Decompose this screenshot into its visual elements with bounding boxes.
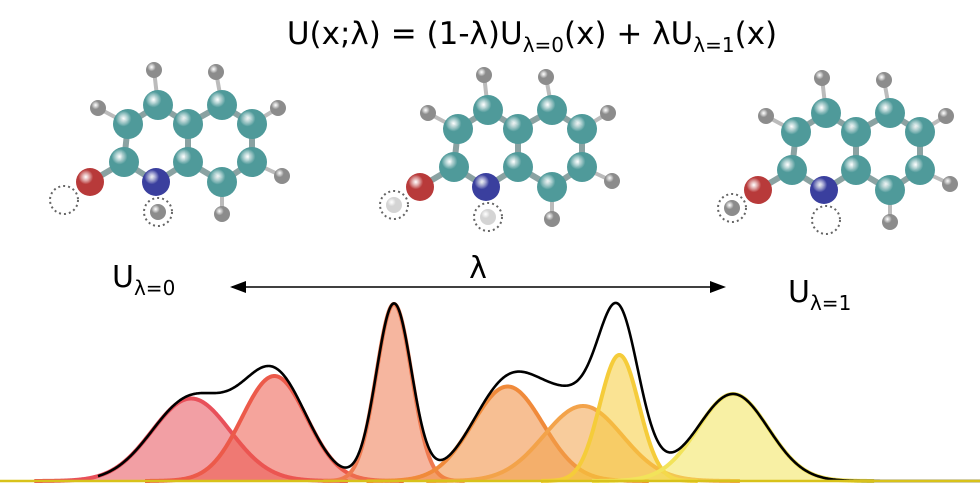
hydrogen-atom: [814, 70, 830, 86]
carbon-atom: [781, 117, 811, 147]
carbon-atom: [237, 109, 267, 139]
gaussian-fill-5: [426, 406, 740, 481]
carbon-atom: [173, 109, 203, 139]
hydrogen-atom: [942, 176, 958, 192]
lambda-label: λ: [469, 251, 487, 286]
gaussian-fill-2: [145, 376, 404, 481]
hydrogen-atom: [150, 204, 166, 220]
hydrogen-atom: [758, 108, 774, 124]
carbon-atom: [503, 114, 533, 144]
oxygen-atom: [744, 176, 772, 204]
carbon-atom: [113, 109, 143, 139]
hydrogen-atom: [274, 168, 290, 184]
site-marker: [49, 185, 79, 215]
carbon-atom: [567, 152, 597, 182]
arrow-right-head: [710, 281, 726, 293]
carbon-atom: [567, 114, 597, 144]
site-marker: [717, 193, 747, 223]
equation: U(x;λ) = (1-λ)Uλ=0(x) + λUλ=1(x): [287, 16, 777, 57]
nitrogen-atom: [142, 168, 170, 196]
carbon-atom: [109, 147, 139, 177]
carbon-atom: [473, 95, 503, 125]
carbon-atom: [143, 90, 173, 120]
site-marker: [143, 197, 173, 227]
hydrogen-atom: [600, 105, 616, 121]
carbon-atom: [875, 175, 905, 205]
gaussian-fill-4: [366, 386, 649, 481]
oxygen-atom: [406, 173, 434, 201]
equation-sub1: λ=1: [693, 33, 734, 57]
molecule-lambda0: [49, 62, 290, 227]
carbon-atom: [905, 117, 935, 147]
hydrogen-atom: [214, 206, 230, 222]
hydrogen-atom: [544, 211, 560, 227]
hydrogen-atom: [882, 214, 898, 230]
site-marker: [811, 205, 841, 235]
carbon-atom: [777, 155, 807, 185]
equation-sub0: λ=0: [523, 33, 564, 57]
nitrogen-atom: [810, 176, 838, 204]
gaussian-fill-7: [591, 394, 875, 481]
carbon-atom: [811, 98, 841, 128]
hydrogen-atom: [938, 108, 954, 124]
equation-mid: (x) + λU: [564, 16, 693, 52]
gaussian-distributions: [34, 301, 875, 483]
label-u-lambda0: Uλ=0: [112, 260, 175, 300]
carbon-atom: [875, 98, 905, 128]
site-marker: [473, 202, 503, 232]
hydrogen-atom: [270, 100, 286, 116]
carbon-atom: [841, 155, 871, 185]
hydrogen-atom: [538, 69, 554, 85]
carbon-atom: [905, 155, 935, 185]
envelope-curve: [97, 301, 980, 483]
label-u-lambda1: Uλ=1: [788, 275, 851, 315]
carbon-atom: [173, 147, 203, 177]
carbon-atom: [537, 95, 567, 125]
hydrogen-atom: [876, 72, 892, 88]
oxygen-atom: [76, 168, 104, 196]
gaussian-fill-1: [34, 398, 348, 481]
site-marker: [379, 190, 409, 220]
nitrogen-atom: [472, 173, 500, 201]
carbon-atom: [503, 152, 533, 182]
hydrogen-atom: [90, 100, 106, 116]
carbon-atom: [537, 172, 567, 202]
hydrogen-atom: [476, 67, 492, 83]
hydrogen-atom: [208, 64, 224, 80]
equation-rhs: (x): [735, 16, 778, 52]
carbon-atom: [439, 152, 469, 182]
lambda-arrow: [230, 281, 726, 293]
hydrogen-atom: [420, 105, 436, 121]
carbon-atom: [237, 147, 267, 177]
carbon-atom: [207, 167, 237, 197]
molecule-intermediate: [379, 67, 620, 232]
molecule-lambda1: [717, 70, 958, 235]
ghost-hydrogen-atom: [386, 197, 402, 213]
hydrogen-atom: [724, 200, 740, 216]
carbon-atom: [443, 114, 473, 144]
carbon-atom: [207, 90, 237, 120]
carbon-atom: [841, 117, 871, 147]
gaussian-fill-3: [323, 304, 465, 481]
ghost-hydrogen-atom: [480, 209, 496, 225]
arrow-left-head: [230, 281, 246, 293]
hydrogen-atom: [146, 62, 162, 78]
gaussian-fill-6: [540, 355, 698, 481]
hydrogen-atom: [604, 173, 620, 189]
equation-lhs: U(x;λ) = (1-λ)U: [287, 16, 523, 52]
